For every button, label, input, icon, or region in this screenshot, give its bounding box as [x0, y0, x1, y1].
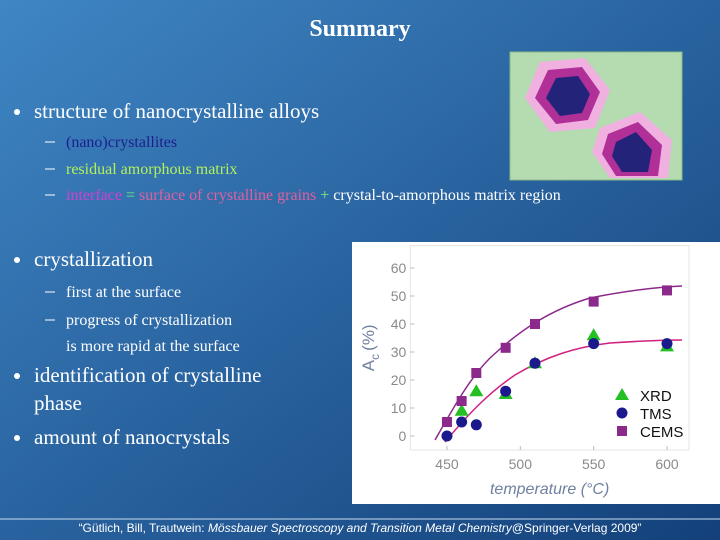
text-segment: first at the surface [66, 284, 181, 301]
bullet-text: amount of nanocrystals [34, 425, 230, 449]
bullet-text: structure of nanocrystalline alloys [34, 99, 319, 123]
sub-bullet-text: interface = surface of crystalline grain… [66, 187, 561, 204]
bullet-dot [14, 109, 20, 115]
marker-triangle [615, 388, 629, 400]
y-tick-label: 30 [391, 344, 407, 360]
text-segment: crystal-to-amorphous matrix region [333, 187, 561, 204]
marker-circle [661, 338, 673, 350]
sub-bullet-text: progress of crystallization [66, 312, 232, 329]
x-axis-label: temperature (°C) [490, 481, 609, 498]
footer-book: Mössbauer Spectroscopy and Transition Me… [208, 521, 513, 535]
marker-square [471, 368, 482, 378]
marker-square [441, 417, 452, 427]
marker-triangle [469, 384, 484, 397]
y-label-main: A [359, 359, 378, 371]
marker-circle [588, 338, 600, 350]
marker-circle [441, 430, 453, 442]
chart: 0 10 20 30 40 50 60 450 500 550 600 temperature (°C… [359, 245, 690, 498]
y-label-sub: c [368, 354, 382, 360]
marker-circle [500, 385, 512, 397]
marker-circle [616, 407, 628, 419]
text-segment: = [122, 187, 139, 204]
bullet-text: phase [34, 391, 82, 415]
y-tick-label: 10 [391, 400, 407, 416]
bullet-dot [14, 373, 20, 379]
text-segment: (nano)crystallites [66, 134, 177, 151]
marker-square [661, 285, 672, 296]
sub-bullet-text: (nano)crystallites [66, 134, 177, 151]
y-tick-label: 60 [391, 260, 407, 276]
footer: “Gütlich, Bill, Trautwein: Mössbauer Spe… [79, 521, 642, 535]
text-segment: surface of crystalline grains [139, 187, 316, 204]
sub-bullet-text: first at the surface [66, 284, 181, 301]
chart-panel [352, 242, 720, 504]
x-tick-label: 450 [435, 456, 459, 472]
y-tick-label: 50 [391, 288, 407, 304]
footer-authors: “Gütlich, Bill, Trautwein: [79, 521, 208, 535]
y-tick-label: 20 [391, 372, 407, 388]
bullet-dot [14, 435, 20, 441]
grain-illustration [509, 51, 683, 181]
fit-curve [444, 339, 683, 443]
marker-triangle [586, 328, 601, 341]
y-label-unit: (%) [359, 324, 378, 350]
footer-publisher: @Springer-Verlag 2009” [512, 521, 642, 535]
y-tick-label: 0 [399, 428, 407, 444]
marker-circle [470, 419, 482, 431]
bullet-text: crystallization [34, 247, 153, 271]
marker-square [617, 426, 627, 436]
text-segment: residual amorphous matrix [66, 161, 238, 178]
marker-square [456, 396, 467, 406]
y-tick-label: 40 [391, 316, 407, 332]
text-segment: interface [66, 187, 122, 204]
x-tick-label: 600 [655, 456, 679, 472]
x-tick-label: 550 [582, 456, 606, 472]
plot-frame [409, 245, 690, 451]
sub-bullet-text: is more rapid at the surface [66, 338, 240, 355]
legend-label: TMS [640, 406, 672, 423]
marker-circle [529, 357, 541, 369]
y-axis-label: Ac (%) [359, 324, 382, 371]
bullet-dot [14, 257, 20, 263]
legend-label: CEMS [640, 424, 683, 441]
text-segment: + [316, 187, 333, 204]
marker-circle [456, 416, 468, 428]
marker-square [529, 319, 540, 329]
marker-square [500, 342, 511, 353]
sub-bullet-text: residual amorphous matrix [66, 161, 238, 178]
marker-square [588, 296, 599, 307]
bullet-text: identification of crystalline [34, 363, 261, 387]
slide-title: Summary [309, 16, 410, 42]
legend-label: XRD [640, 388, 672, 405]
x-tick-label: 500 [509, 456, 533, 472]
marker-triangle [454, 403, 469, 416]
